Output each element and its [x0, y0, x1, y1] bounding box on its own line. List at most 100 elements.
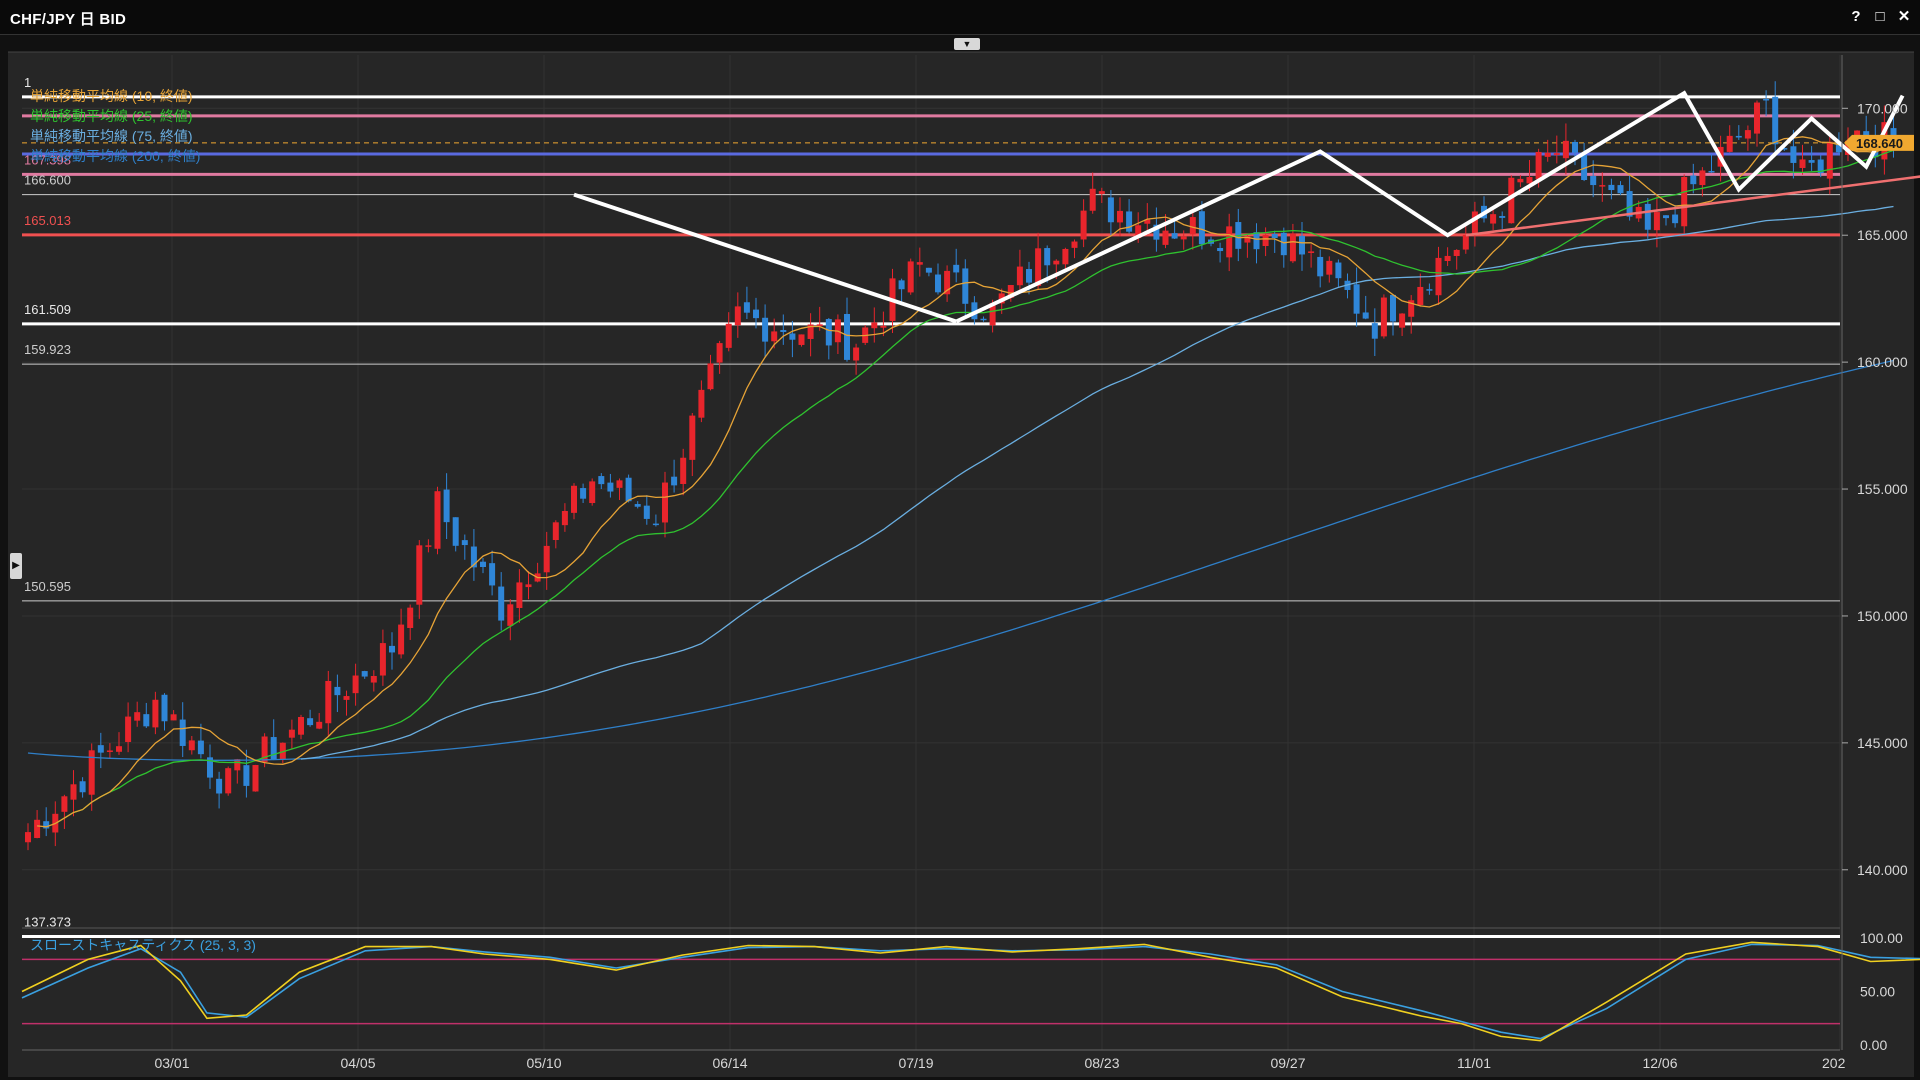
- candle-body: [316, 721, 323, 729]
- candle-body: [270, 737, 277, 760]
- candle-body: [1098, 191, 1105, 194]
- candle-body: [1162, 230, 1169, 245]
- level-label: 150.595: [24, 579, 71, 594]
- candle-body: [1681, 176, 1688, 227]
- candle-body: [1599, 185, 1606, 187]
- close-button[interactable]: ✕: [1897, 8, 1911, 25]
- candle-body: [552, 522, 559, 541]
- candle-body: [1399, 313, 1406, 328]
- candle-body: [789, 333, 796, 340]
- candle-body: [1653, 212, 1660, 231]
- candle-body: [1581, 154, 1588, 181]
- legend-entry: 単純移動平均線 (75, 終値): [30, 128, 193, 144]
- candle-body: [1708, 170, 1715, 173]
- candle-body: [152, 699, 159, 728]
- candle-body: [516, 582, 523, 608]
- candle-body: [853, 347, 860, 361]
- candle-body: [1289, 233, 1296, 262]
- candle-body: [361, 671, 368, 677]
- candle-body: [1663, 215, 1669, 219]
- candle-body: [70, 784, 77, 800]
- osc-tick-label: 0.00: [1860, 1037, 1887, 1053]
- candle-body: [79, 781, 86, 793]
- x-tick-label: 09/27: [1270, 1055, 1305, 1071]
- legend-entry: 単純移動平均線 (10, 終値): [30, 88, 193, 104]
- level-label: 159.923: [24, 342, 71, 357]
- candle-body: [962, 268, 969, 304]
- candle-body: [816, 324, 823, 327]
- drawing-tools: [573, 90, 1920, 324]
- sma-10-line: [37, 136, 1894, 828]
- x-tick-label: 06/14: [712, 1055, 747, 1071]
- candle-body: [1535, 151, 1542, 180]
- candle-body: [498, 586, 505, 621]
- candle-body: [625, 477, 632, 502]
- current-price-label: 168.640: [1856, 136, 1903, 151]
- candle-body: [97, 745, 104, 753]
- candle-body: [1444, 255, 1451, 262]
- candle-body: [925, 267, 932, 273]
- candle-body: [725, 323, 732, 348]
- candle-body: [1808, 160, 1815, 163]
- candle-body: [1317, 256, 1324, 277]
- candle-body: [470, 546, 477, 568]
- side-panel-handle[interactable]: ▶: [10, 553, 22, 579]
- candle-body: [771, 331, 778, 342]
- candle-body: [1453, 249, 1460, 256]
- candle-body: [643, 505, 650, 519]
- x-tick-label: 11/01: [1457, 1055, 1491, 1071]
- candle-body: [452, 517, 459, 546]
- candle-body: [807, 324, 814, 339]
- candle-body: [561, 510, 568, 526]
- candle-body: [507, 604, 514, 626]
- candle-body: [1526, 177, 1533, 184]
- candle-body: [734, 306, 741, 326]
- candle-body: [980, 318, 987, 321]
- help-button[interactable]: ?: [1851, 8, 1861, 25]
- x-tick-label: 03/01: [154, 1055, 189, 1071]
- candle-body: [25, 832, 31, 843]
- level-label: 1: [24, 75, 31, 90]
- candle-body: [234, 759, 241, 771]
- candle-body: [1517, 178, 1524, 183]
- candle-body: [1335, 262, 1342, 279]
- candle-body: [634, 504, 641, 507]
- stochastic-panel: スローストキャスティクス (25, 3, 3): [21, 927, 1920, 1042]
- candle-body: [1471, 211, 1478, 235]
- candle-body: [1053, 260, 1060, 265]
- collapse-toggle[interactable]: ▼: [954, 38, 980, 50]
- candle-body: [197, 740, 204, 755]
- candle-body: [407, 607, 414, 628]
- maximize-button[interactable]: □: [1875, 8, 1885, 25]
- osc-d-line: [21, 943, 1920, 1040]
- candle-body: [1226, 226, 1233, 258]
- candle-body: [825, 319, 832, 346]
- osc-tick-label: 50.00: [1860, 984, 1895, 1000]
- candle-body: [543, 545, 550, 573]
- zigzag-line: [955, 90, 1905, 324]
- level-label: 167.398: [24, 152, 71, 167]
- candle-body: [1617, 185, 1624, 194]
- candle-body: [1672, 214, 1679, 224]
- candle-body: [307, 718, 314, 726]
- candle-body: [298, 716, 304, 735]
- zigzag-line: [573, 192, 957, 324]
- candle-body: [489, 563, 496, 586]
- candle-body: [844, 313, 850, 360]
- candle-body: [1262, 234, 1269, 247]
- candle-body: [1772, 96, 1779, 145]
- axes: 170.000 165.000 160.000 155.000 150.000 145.0…: [22, 55, 1914, 1071]
- candle-body: [461, 540, 468, 546]
- legend-entry: 単純移動平均線 (200, 終値): [30, 148, 200, 164]
- candle-body: [480, 561, 486, 567]
- candle-body: [116, 746, 122, 752]
- x-tick-label: 202: [1822, 1055, 1846, 1071]
- candle-body: [352, 675, 359, 694]
- candle-body: [1726, 135, 1733, 152]
- candle-body: [134, 712, 141, 721]
- x-tick-label: 04/05: [340, 1055, 375, 1071]
- candle-body: [1253, 232, 1260, 250]
- candle-body: [1035, 248, 1042, 286]
